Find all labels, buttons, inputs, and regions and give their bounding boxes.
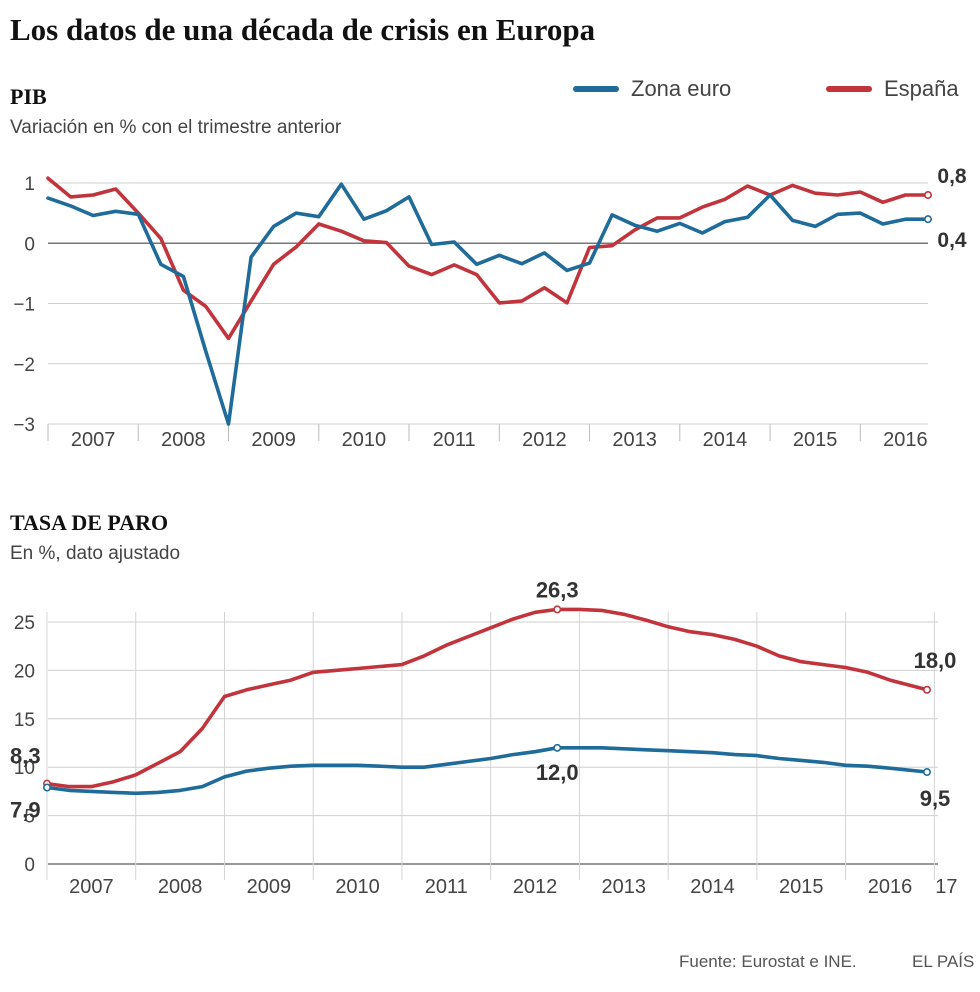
paro-end-label-espana: 18,0 bbox=[914, 648, 957, 673]
paro-y-tick-label: 15 bbox=[14, 710, 35, 731]
paro-x-tick-label: 2013 bbox=[602, 876, 647, 898]
pib-x-tick-label: 2010 bbox=[342, 429, 387, 451]
page-title: Los datos de una década de crisis en Eur… bbox=[10, 12, 596, 47]
pib-x-tick-label: 2016 bbox=[883, 429, 928, 451]
pib-chart: 1 0 −1 −2 −3 2007 2008 2009 2010 2011 2012 2013 2014… bbox=[13, 165, 967, 451]
pib-series-line bbox=[46, 176, 930, 341]
pib-y-tick-label: −1 bbox=[13, 295, 35, 316]
paro-end-label-zona-euro: 9,5 bbox=[920, 786, 951, 811]
pib-end-label-espana: 0,8 bbox=[937, 165, 967, 188]
brand-label: EL PAÍS bbox=[912, 952, 975, 971]
paro-x-tick-label: 2008 bbox=[158, 876, 203, 898]
paro-y-tick-label: 25 bbox=[14, 613, 35, 634]
legend-label-espana: España bbox=[884, 76, 959, 101]
paro-x-tick-label: 2012 bbox=[513, 876, 558, 898]
paro-start-label-zona-euro: 7,9 bbox=[10, 798, 41, 823]
paro-x-tick-label: 2010 bbox=[335, 876, 380, 898]
paro-highlight-point bbox=[42, 783, 51, 792]
legend-item-zona-euro: Zona euro bbox=[573, 76, 731, 102]
paro-highlight-point bbox=[553, 743, 562, 752]
pib-x-tick-label: 2008 bbox=[161, 429, 206, 451]
paro-x-tick-label: 2009 bbox=[247, 876, 292, 898]
paro-x-tick-label: 2014 bbox=[690, 876, 735, 898]
pib-x-tick-label: 2011 bbox=[433, 429, 476, 451]
paro-y-tick-label: 20 bbox=[14, 661, 35, 682]
espana-swatch bbox=[826, 86, 872, 92]
paro-y-tick-label: 10 bbox=[14, 758, 35, 779]
pib-x-tick-label: 2009 bbox=[251, 429, 296, 451]
paro-highlight-point bbox=[922, 768, 931, 777]
pib-y-tick-label: −3 bbox=[13, 415, 35, 436]
pib-x-tick-label: 2013 bbox=[612, 429, 657, 451]
paro-series-line bbox=[45, 607, 929, 789]
paro-start-label-espana: 8,3 bbox=[10, 744, 41, 769]
paro-subtitle: En %, dato ajustado bbox=[10, 543, 181, 564]
zona-euro-swatch bbox=[573, 86, 619, 92]
paro-x-tick-label: 2016 bbox=[868, 876, 913, 898]
pib-y-tick-label: 0 bbox=[24, 234, 35, 255]
pib-x-tick-label: 2012 bbox=[522, 429, 567, 451]
pib-y-tick-label: 1 bbox=[24, 174, 35, 195]
pib-x-tick-label: 2014 bbox=[703, 429, 748, 451]
pib-subtitle: Variación en % con el trimestre anterior bbox=[10, 117, 342, 138]
pib-x-tick-label: 2007 bbox=[71, 429, 116, 451]
paro-highlight-point bbox=[922, 685, 931, 694]
pib-end-point bbox=[923, 191, 932, 200]
pib-series-line bbox=[46, 182, 930, 426]
paro-x-tick-label: 2007 bbox=[69, 876, 114, 898]
pib-section-title: PIB bbox=[10, 84, 47, 109]
pib-y-tick-label: −2 bbox=[13, 355, 35, 376]
legend-label-zona-euro: Zona euro bbox=[631, 76, 732, 101]
paro-highlight-point bbox=[553, 605, 562, 614]
pib-end-label-zona-euro: 0,4 bbox=[937, 229, 967, 252]
pib-x-tick-label: 2015 bbox=[793, 429, 838, 451]
source-note: Fuente: Eurostat e INE. bbox=[679, 952, 857, 971]
paro-x-tick-label: 2011 bbox=[425, 876, 468, 898]
paro-peak-label-zona-euro: 12,0 bbox=[536, 760, 579, 785]
pib-end-point bbox=[923, 215, 932, 224]
paro-x-tick-label: 2015 bbox=[779, 876, 824, 898]
paro-peak-label-espana: 26,3 bbox=[536, 577, 579, 602]
paro-y-tick-label: 5 bbox=[24, 807, 35, 828]
paro-section-title: TASA DE PARO bbox=[10, 510, 169, 535]
paro-series-line bbox=[45, 746, 929, 796]
paro-y-tick-label: 0 bbox=[24, 855, 35, 876]
legend-item-espana: España bbox=[826, 76, 959, 102]
paro-x-tick-label: 17 bbox=[935, 876, 957, 898]
